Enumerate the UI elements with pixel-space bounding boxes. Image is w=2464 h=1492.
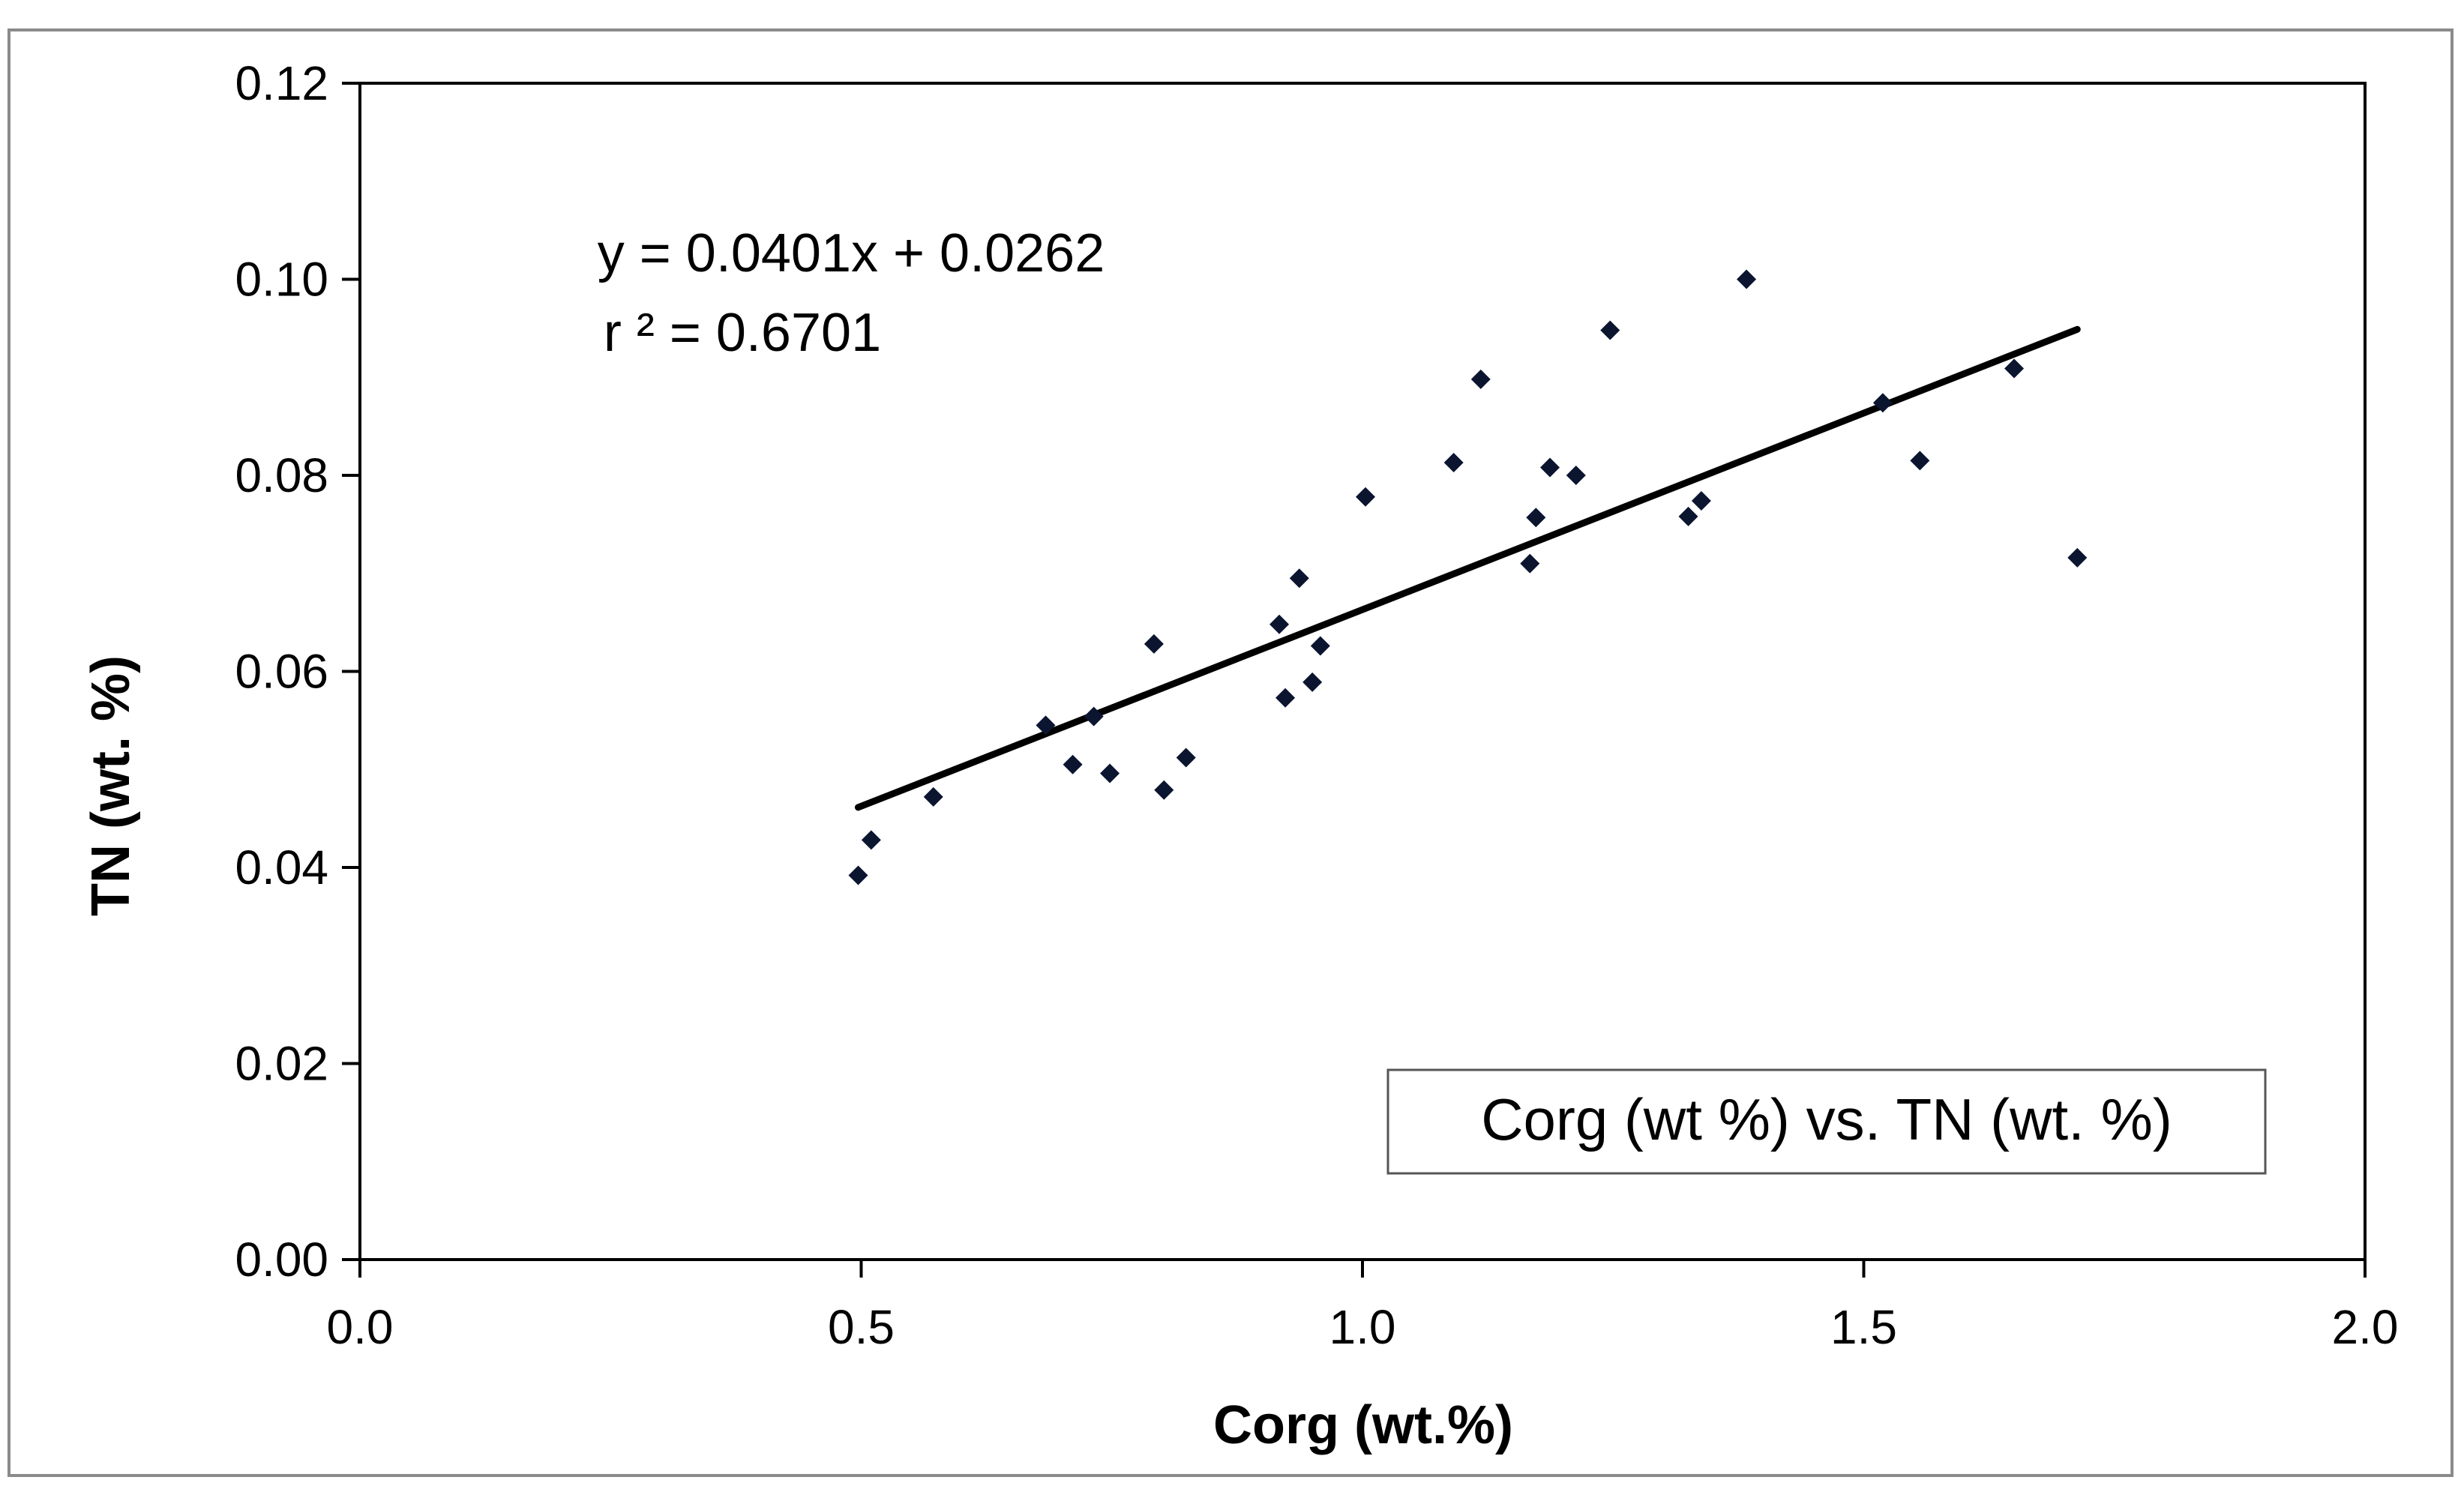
y-axis-ticks: 0.00 0.02 0.04 0.06 0.08 0.10 0.12	[235, 56, 360, 1287]
data-point	[1910, 451, 1930, 471]
data-point	[861, 830, 881, 850]
data-point	[1084, 706, 1104, 727]
data-point	[1310, 636, 1330, 656]
x-tick-label: 0.0	[327, 1300, 394, 1354]
y-tick-label: 0.02	[235, 1037, 328, 1091]
data-point	[2067, 547, 2088, 568]
regression-equation: y = 0.0401x + 0.0262	[598, 223, 1105, 283]
data-point	[1063, 754, 1083, 774]
x-axis-title: Corg (wt.%)	[1213, 1395, 1513, 1455]
data-point	[1526, 508, 1546, 528]
data-point	[1520, 553, 1540, 574]
data-point	[1872, 393, 1893, 413]
data-point	[1100, 763, 1120, 783]
y-tick-label: 0.10	[235, 253, 328, 307]
data-point	[1356, 487, 1376, 507]
x-tick-label: 1.0	[1329, 1300, 1396, 1354]
trendline	[854, 325, 2081, 811]
data-point	[848, 865, 868, 885]
legend-box	[1386, 1068, 2267, 1175]
data-point	[1302, 672, 1323, 692]
data-point	[1275, 688, 1296, 708]
x-axis-ticks: 0.0 0.5 1.0 1.5 2.0	[327, 1260, 2399, 1354]
legend-entry: Corg (wt %) vs. TN (wt. %)	[1481, 1086, 2172, 1152]
data-point	[1289, 568, 1309, 589]
y-tick-label: 0.00	[235, 1233, 328, 1287]
data-point	[1176, 747, 1196, 768]
data-point	[1678, 506, 1698, 526]
data-point	[1600, 320, 1620, 340]
y-tick-label: 0.08	[235, 448, 328, 502]
y-tick-label: 0.12	[235, 56, 328, 110]
data-point	[1566, 466, 1586, 485]
data-point	[1036, 715, 1056, 736]
y-axis-title: TN (wt. %)	[81, 655, 141, 916]
data-point	[1691, 490, 1711, 511]
plot-area	[358, 82, 2367, 1261]
data-points	[848, 269, 2088, 885]
x-tick-label: 0.5	[828, 1300, 895, 1354]
legend: Corg (wt %) vs. TN (wt. %)	[1386, 1068, 2267, 1175]
r-squared-label: r ² = 0.6701	[604, 303, 881, 363]
x-tick-label: 2.0	[2332, 1300, 2399, 1354]
data-point	[923, 786, 943, 807]
y-tick-label: 0.06	[235, 645, 328, 699]
data-point	[1470, 369, 1491, 389]
y-tick-label: 0.04	[235, 840, 328, 894]
data-point	[1144, 634, 1164, 654]
data-point	[1540, 457, 1560, 478]
x-tick-label: 1.5	[1830, 1300, 1897, 1354]
data-point	[1737, 269, 1757, 289]
data-point	[1269, 614, 1290, 634]
data-point	[2004, 358, 2025, 379]
data-point	[1443, 453, 1464, 473]
data-point	[1154, 780, 1174, 800]
